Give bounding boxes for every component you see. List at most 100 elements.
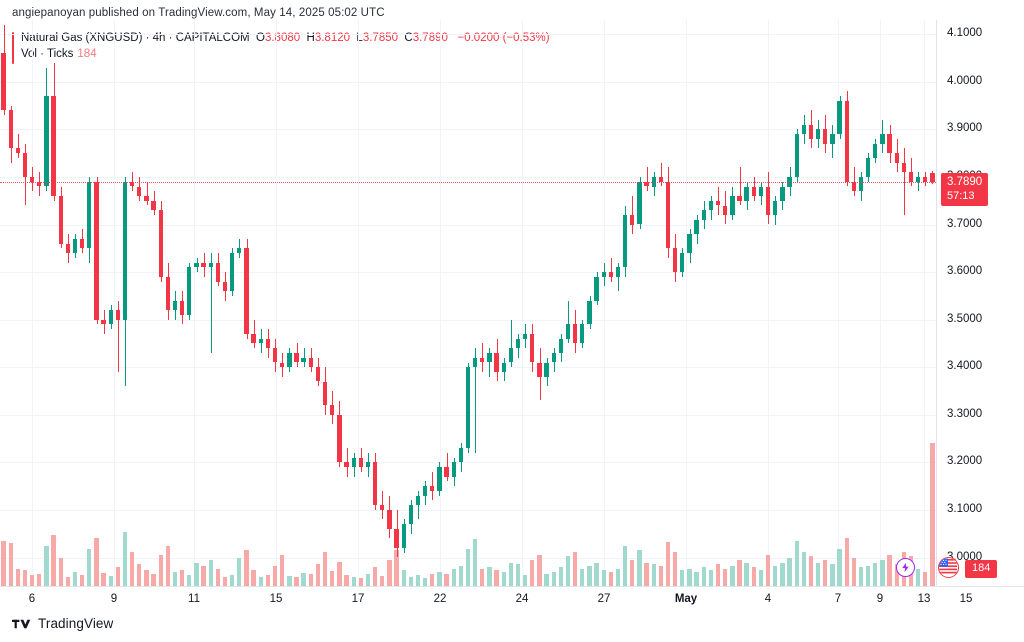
legend-volume-row[interactable]: Vol · Ticks 184 <box>21 46 550 62</box>
gridline-vertical <box>604 20 605 586</box>
candle-body <box>580 324 585 344</box>
candle-body <box>794 134 799 177</box>
candle-body <box>680 253 685 273</box>
volume-bar <box>265 575 271 586</box>
volume-bar <box>923 572 928 586</box>
volume-bar <box>894 564 899 586</box>
current-price-badge: 3.7890 57:13 <box>941 173 989 207</box>
volume-bar <box>637 550 642 586</box>
volume-bar <box>144 570 149 586</box>
volume-bar <box>565 556 571 586</box>
candle-body <box>837 100 842 135</box>
candle-body <box>358 457 363 468</box>
volume-bar <box>665 542 671 586</box>
candle-body <box>472 357 478 368</box>
legend-low-key: L <box>356 32 363 44</box>
candle-wick <box>17 134 19 158</box>
price-axis-label: 4.1000 <box>947 27 983 40</box>
volume-bar <box>873 562 878 586</box>
price-axis-label: 3.6000 <box>947 265 983 278</box>
gridline-horizontal <box>0 34 936 36</box>
candle-body <box>165 276 171 311</box>
candle-body <box>380 505 385 510</box>
price-axis[interactable]: 4.10004.00003.90003.80003.70003.60003.50… <box>936 20 1024 586</box>
candle-body <box>8 110 13 149</box>
gridline-vertical <box>32 20 33 586</box>
volume-bar <box>558 567 564 586</box>
volume-bar <box>22 570 28 586</box>
candle-body <box>594 276 599 301</box>
candle-body <box>372 462 378 506</box>
gridline-vertical <box>114 20 115 586</box>
candle-body <box>201 262 206 268</box>
volume-bar <box>258 576 263 586</box>
candle-wick <box>446 452 448 482</box>
candle-body <box>737 196 742 201</box>
volume-bar <box>451 568 456 586</box>
candle-body <box>251 333 256 344</box>
legend-volume-label: Vol · Ticks <box>21 48 74 60</box>
gridline-vertical <box>686 20 687 586</box>
legend-accent-bar <box>12 32 14 64</box>
candle-body <box>108 310 113 325</box>
candle-body <box>494 352 499 372</box>
volume-bar <box>29 575 35 586</box>
candle-body <box>565 324 571 339</box>
price-axis-label: 3.5000 <box>947 312 983 325</box>
candle-body <box>430 486 435 491</box>
volume-bar <box>537 554 542 586</box>
volume-bar <box>680 570 685 586</box>
candle-body <box>923 177 928 182</box>
candle-body <box>29 177 35 182</box>
volume-bar <box>294 577 299 586</box>
volume-bar <box>1 540 6 586</box>
legend-sep-2: · <box>165 32 176 44</box>
volume-bar <box>837 548 842 586</box>
legend-open-key: O <box>256 32 265 44</box>
candle-body <box>322 381 328 406</box>
time-axis[interactable]: 6 9 11 15 17 22 24 27 May 4 7 9 13 15 <box>0 586 1024 612</box>
volume-bar <box>380 575 385 586</box>
volume-bar <box>201 565 206 586</box>
candle-body <box>215 262 221 282</box>
volume-bar <box>687 568 692 586</box>
volume-bar <box>65 576 71 586</box>
legend-volume-value: 184 <box>77 48 97 60</box>
candle-body <box>865 157 871 177</box>
lightning-bolt-icon[interactable] <box>896 558 915 577</box>
candle-body <box>408 505 413 525</box>
us-flag-icon[interactable] <box>938 557 959 578</box>
volume-bar <box>930 442 935 586</box>
current-price-value: 3.7890 <box>947 176 983 189</box>
volume-bar <box>472 539 478 586</box>
candle-body <box>144 196 149 201</box>
volume-bar <box>601 570 606 586</box>
candle-body <box>315 367 321 382</box>
volume-bar <box>615 568 621 586</box>
candle-wick <box>253 319 255 349</box>
gridline-vertical <box>358 20 359 586</box>
volume-bar <box>151 573 156 586</box>
price-axis-label: 3.9000 <box>947 122 983 135</box>
chart-plot-area[interactable] <box>0 20 936 586</box>
candle-body <box>887 134 892 154</box>
time-axis-label: 6 <box>28 593 36 605</box>
candle-body <box>623 215 628 268</box>
volume-bar <box>244 550 249 586</box>
tradingview-wordmark: TradingView <box>38 616 114 631</box>
gridline-horizontal <box>0 319 936 321</box>
gridline-horizontal <box>0 129 936 131</box>
volume-bar <box>308 574 313 586</box>
candle-wick <box>418 490 419 520</box>
price-axis-label: 3.7000 <box>947 217 983 230</box>
candle-body <box>208 262 213 268</box>
volume-bar <box>751 567 756 586</box>
volume-bar <box>108 575 113 586</box>
volume-bar <box>694 572 699 586</box>
volume-bar <box>372 567 378 586</box>
volume-bar <box>115 567 121 586</box>
candle-body <box>422 486 428 496</box>
volume-bar <box>522 575 528 586</box>
candle-body <box>365 462 371 468</box>
volume-bar <box>551 572 556 586</box>
